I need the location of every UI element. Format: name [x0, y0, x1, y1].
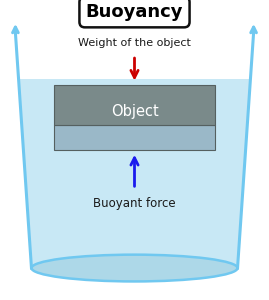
- Polygon shape: [19, 79, 250, 268]
- Bar: [54, 125, 215, 151]
- Text: Buoyancy: Buoyancy: [86, 3, 183, 21]
- Text: Weight of the object: Weight of the object: [78, 38, 191, 48]
- Bar: [54, 85, 215, 125]
- Text: Buoyant force: Buoyant force: [93, 196, 176, 210]
- Ellipse shape: [31, 255, 238, 281]
- Text: Object: Object: [111, 104, 158, 119]
